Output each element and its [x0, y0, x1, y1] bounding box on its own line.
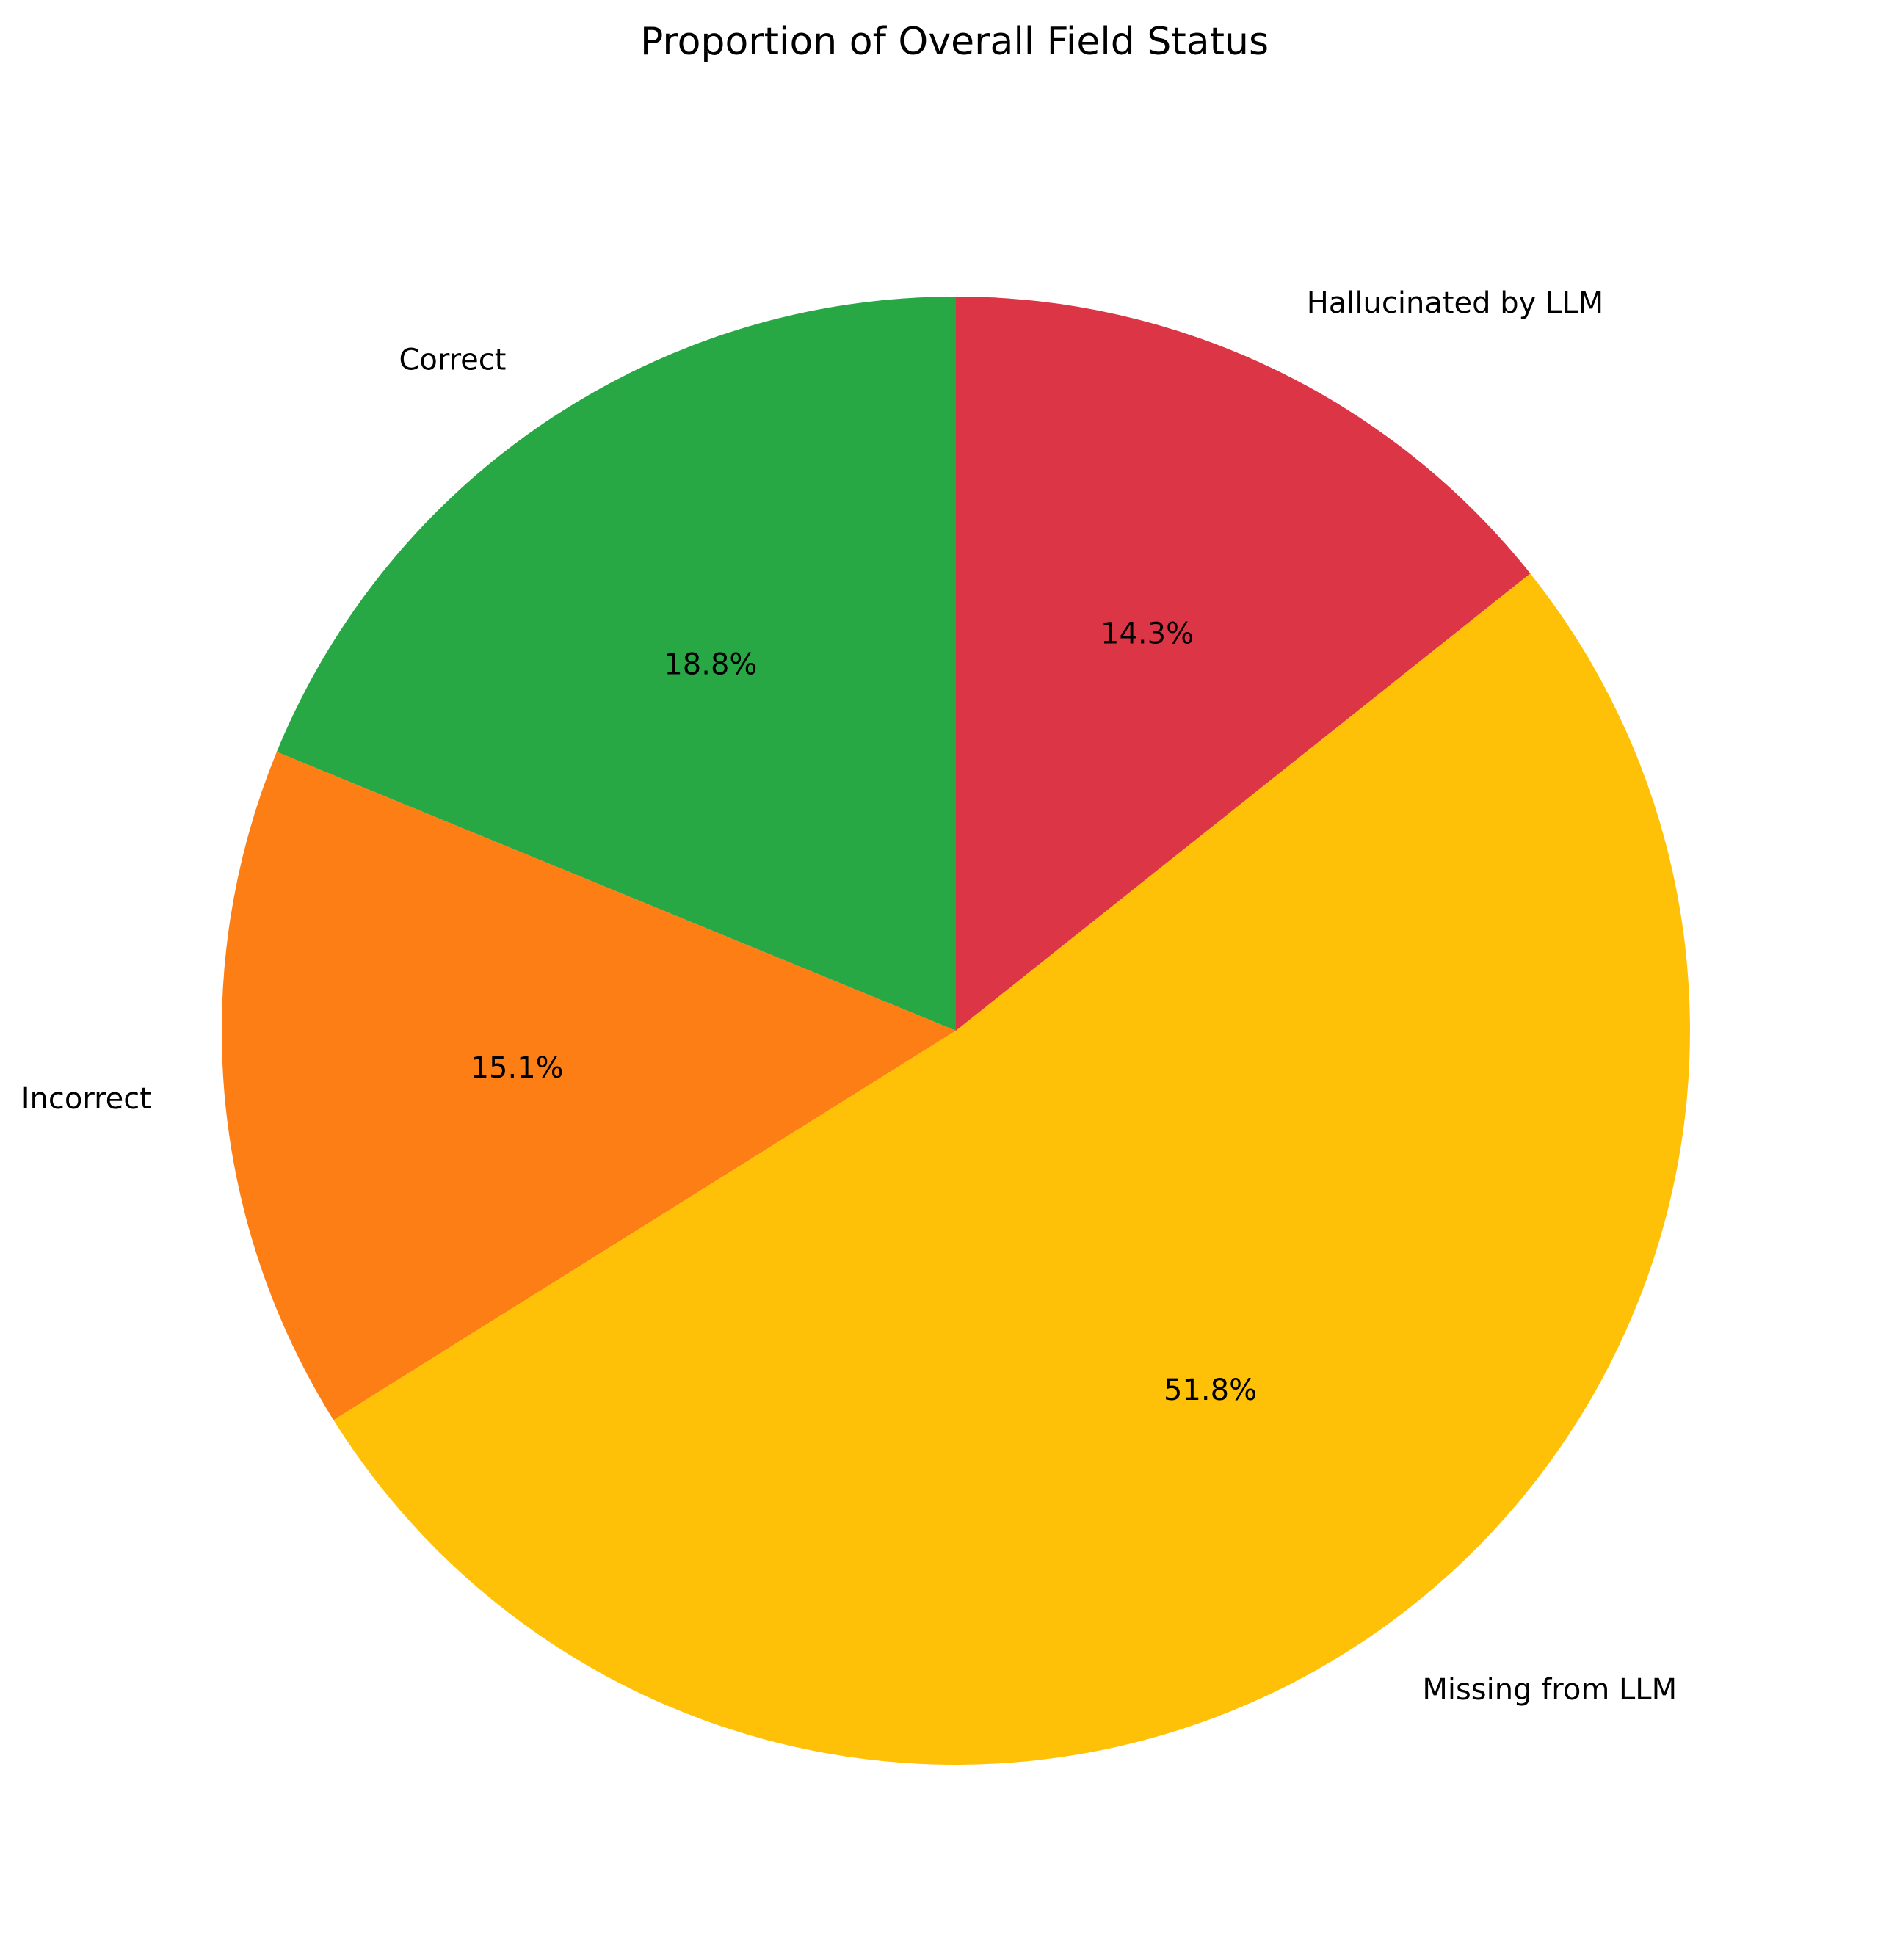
pct-label-hallucinated-by-llm: 14.3% — [1101, 617, 1194, 651]
pie-slice-hallucinated-by-llm — [956, 297, 1531, 1031]
pie-slice-correct — [276, 297, 956, 1031]
pie-slices — [221, 297, 1690, 1765]
slice-label-incorrect: Incorrect — [21, 1082, 151, 1116]
slice-label-correct: Correct — [399, 343, 506, 377]
slice-label-hallucinated-by-llm: Hallucinated by LLM — [1307, 286, 1603, 320]
pie-slice-incorrect — [221, 752, 956, 1420]
pct-label-missing-from-llm: 51.8% — [1164, 1373, 1257, 1407]
chart-title: Proportion of Overall Field Status — [640, 20, 1269, 64]
pie-labels: 18.8% Correct 15.1% Incorrect 51.8% Missing f… — [21, 286, 1677, 1707]
slice-label-missing-from-llm: Missing from LLM — [1422, 1673, 1677, 1707]
pct-label-incorrect: 15.1% — [471, 1051, 564, 1085]
pie-slice-missing-from-llm — [333, 573, 1690, 1765]
pct-label-correct: 18.8% — [664, 648, 757, 682]
